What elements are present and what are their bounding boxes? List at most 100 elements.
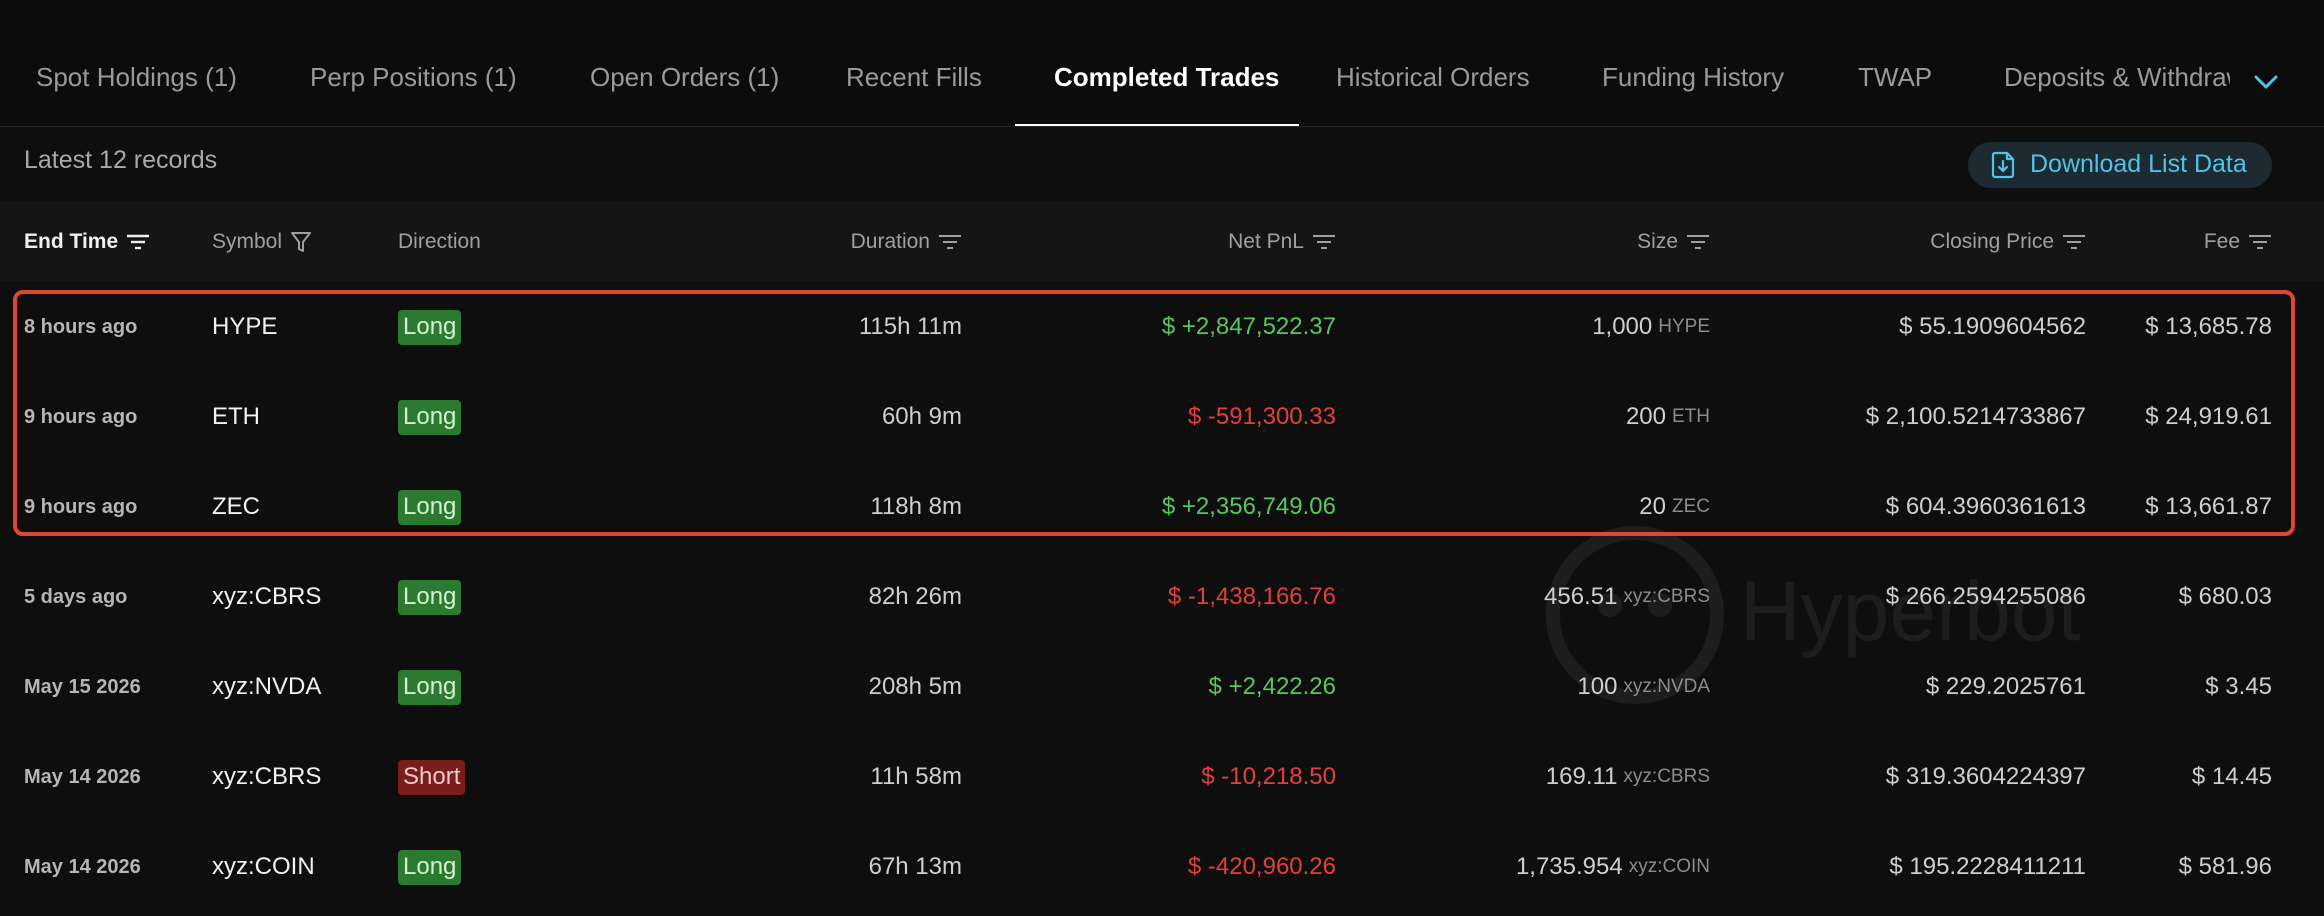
direction-badge: Long — [398, 399, 462, 435]
column-duration-label: Duration — [850, 230, 930, 253]
cell-symbol[interactable]: xyz:CBRS — [212, 763, 322, 790]
direction-badge: Long — [398, 669, 462, 705]
size-unit: xyz:COIN — [1628, 856, 1710, 877]
column-duration[interactable]: Duration — [851, 230, 962, 254]
tab-perp-positions[interactable]: Perp Positions (1) — [310, 62, 517, 92]
cell-size: 1,000 HYPE — [1592, 282, 1710, 372]
size-value: 1,735.954 — [1515, 853, 1623, 880]
cell-direction: Long — [398, 282, 462, 372]
cell-end-time: May 14 2026 — [24, 855, 141, 878]
download-list-button[interactable]: Download List Data — [1968, 142, 2272, 188]
cell-duration: 11h 58m — [870, 763, 962, 790]
column-size[interactable]: Size — [1637, 230, 1710, 254]
active-tab-underline — [1015, 124, 1299, 126]
column-symbol-label: Symbol — [212, 230, 283, 253]
tab-bar: Spot Holdings (1) Perp Positions (1) Ope… — [0, 0, 2324, 127]
table-row[interactable]: 9 hours ago ETH Long 60h 9m $ -591,300.3… — [0, 372, 2324, 462]
cell-end-time: 9 hours ago — [24, 495, 138, 518]
download-list-label: Download List Data — [2030, 150, 2247, 178]
cell-symbol[interactable]: xyz:NVDA — [212, 673, 322, 700]
cell-end-time: May 15 2026 — [24, 675, 141, 698]
size-value: 100 — [1577, 673, 1618, 700]
cell-net-pnl: $ +2,356,749.06 — [1161, 493, 1336, 520]
direction-badge: Long — [398, 309, 462, 345]
cell-duration: 118h 8m — [870, 493, 962, 520]
sort-icon[interactable] — [938, 232, 962, 252]
tab-open-orders[interactable]: Open Orders (1) — [590, 62, 780, 92]
cell-end-time: 9 hours ago — [24, 405, 138, 428]
cell-closing-price: $ 604.3960361613 — [1885, 493, 2086, 520]
size-unit: ZEC — [1672, 496, 1710, 517]
cell-symbol[interactable]: ETH — [212, 403, 260, 430]
column-size-label: Size — [1637, 230, 1678, 253]
table-row[interactable]: May 14 2026 xyz:CBRS Short 11h 58m $ -10… — [0, 732, 2324, 822]
tab-twap[interactable]: TWAP — [1858, 62, 1933, 92]
sort-icon[interactable] — [2248, 232, 2272, 252]
column-end-time-label: End Time — [24, 230, 119, 253]
cell-end-time: 8 hours ago — [24, 315, 138, 338]
tab-historical-orders[interactable]: Historical Orders — [1336, 62, 1530, 92]
sort-icon[interactable] — [1312, 232, 1336, 252]
cell-closing-price: $ 319.3604224397 — [1885, 763, 2086, 790]
cell-size: 200 ETH — [1626, 372, 1710, 462]
cell-size: 100 xyz:NVDA — [1577, 642, 1710, 732]
cell-size: 169.11 xyz:CBRS — [1546, 732, 1710, 822]
tab-completed-trades[interactable]: Completed Trades — [1054, 62, 1280, 92]
cell-size: 456.51 xyz:CBRS — [1544, 552, 1710, 642]
column-fee[interactable]: Fee — [2204, 230, 2272, 254]
cell-fee: $ 581.96 — [2178, 853, 2272, 880]
cell-end-time: May 14 2026 — [24, 765, 141, 788]
cell-size: 1,735.954 xyz:COIN — [1516, 822, 1710, 912]
cell-closing-price: $ 55.1909604562 — [1899, 313, 2086, 340]
tab-funding-history[interactable]: Funding History — [1602, 62, 1785, 92]
direction-badge: Long — [398, 489, 462, 525]
column-symbol[interactable]: Symbol — [212, 230, 312, 254]
table-row[interactable]: 5 days ago xyz:CBRS Long 82h 26m $ -1,43… — [0, 552, 2324, 642]
cell-symbol[interactable]: ZEC — [212, 493, 260, 520]
cell-net-pnl: $ -591,300.33 — [1187, 403, 1336, 430]
tab-deposits-withdrawals[interactable]: Deposits & Withdraw — [2004, 62, 2230, 92]
table-header: End Time Symbol Direction Duration Net P… — [0, 202, 2324, 282]
column-end-time[interactable]: End Time — [24, 230, 150, 254]
watermark-text: Hyperbot — [1740, 564, 2081, 658]
column-closing-price[interactable]: Closing Price — [1930, 230, 2086, 254]
cell-closing-price: $ 195.2228411211 — [1889, 853, 2086, 880]
direction-badge: Long — [398, 579, 462, 615]
size-unit: xyz:CBRS — [1623, 586, 1710, 607]
filter-icon[interactable] — [290, 230, 312, 254]
cell-end-time: 5 days ago — [24, 585, 128, 608]
table-row[interactable]: May 14 2026 xyz:COIN Long 67h 13m $ -420… — [0, 822, 2324, 912]
cell-fee: $ 13,661.87 — [2145, 493, 2272, 520]
cell-direction: Long — [398, 822, 462, 912]
column-net-pnl[interactable]: Net PnL — [1228, 230, 1336, 254]
table-row[interactable]: 9 hours ago ZEC Long 118h 8m $ +2,356,74… — [0, 462, 2324, 552]
size-value: 20 — [1639, 493, 1666, 520]
cell-direction: Long — [398, 552, 462, 642]
cell-direction: Short — [398, 732, 466, 822]
sort-icon[interactable] — [2062, 232, 2086, 252]
sort-icon[interactable] — [1686, 232, 1710, 252]
cell-fee: $ 3.45 — [2205, 673, 2272, 700]
cell-symbol[interactable]: xyz:CBRS — [212, 583, 322, 610]
size-value: 169.11 — [1545, 763, 1618, 790]
column-direction: Direction — [398, 230, 481, 254]
column-net-pnl-label: Net PnL — [1228, 230, 1304, 253]
cell-duration: 60h 9m — [881, 403, 962, 430]
download-icon — [1991, 151, 2015, 179]
tab-spot-holdings[interactable]: Spot Holdings (1) — [36, 62, 237, 92]
cell-symbol[interactable]: xyz:COIN — [212, 853, 315, 880]
column-fee-label: Fee — [2203, 230, 2240, 253]
size-unit: ETH — [1672, 406, 1710, 427]
table-row[interactable]: 8 hours ago HYPE Long 115h 11m $ +2,847,… — [0, 282, 2324, 372]
cell-fee: $ 24,919.61 — [2145, 403, 2272, 430]
size-value: 200 — [1625, 403, 1666, 430]
cell-fee: $ 14.45 — [2191, 763, 2272, 790]
table-row[interactable]: May 15 2026 xyz:NVDA Long 208h 5m $ +2,4… — [0, 642, 2324, 732]
cell-duration: 208h 5m — [868, 673, 962, 700]
cell-duration: 115h 11m — [858, 313, 962, 340]
sort-icon[interactable] — [126, 232, 150, 252]
cell-symbol[interactable]: HYPE — [212, 313, 278, 340]
chevron-down-icon[interactable] — [2252, 68, 2280, 96]
size-unit: HYPE — [1658, 316, 1710, 337]
tab-recent-fills[interactable]: Recent Fills — [846, 62, 982, 92]
